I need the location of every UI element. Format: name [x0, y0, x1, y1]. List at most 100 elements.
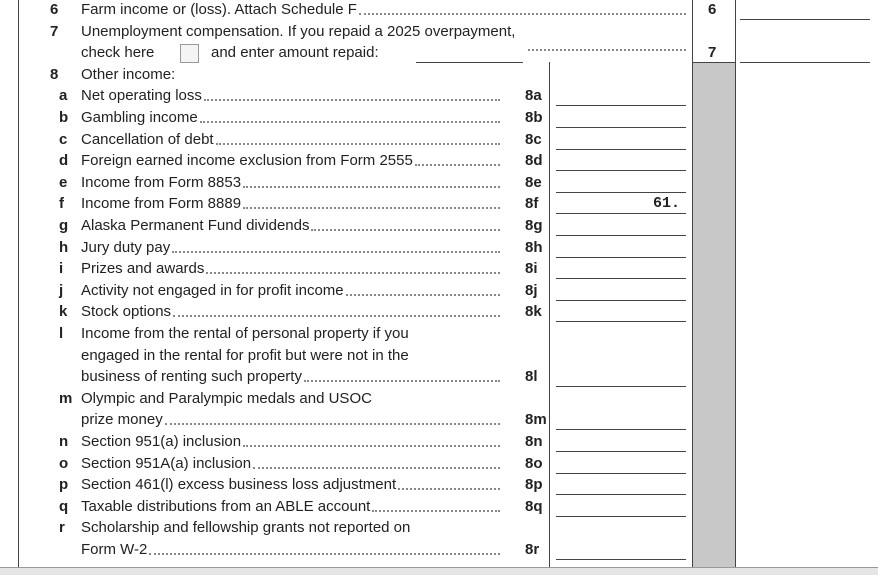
item-letter: f — [59, 195, 64, 213]
item-letter: b — [59, 109, 69, 126]
dot-leader — [243, 173, 500, 188]
item-text: Olympic and Paralympic medals and USOC — [81, 389, 372, 407]
entry-line — [556, 170, 686, 172]
entry-line — [556, 191, 686, 193]
entry-line — [556, 559, 686, 560]
entry-line — [740, 19, 870, 20]
item-text: Income from Form 8889 — [81, 195, 242, 213]
line-number: 8 — [50, 65, 59, 83]
box-label: 7 — [708, 44, 717, 62]
item-text-row: Net operating loss — [81, 86, 500, 106]
item-letter: a — [59, 87, 68, 105]
item-text: Section 951A(a) inclusion — [81, 454, 252, 472]
item-text-row: Activity not engaged in for profit incom… — [81, 281, 500, 301]
entry-line — [556, 472, 686, 474]
item-text-row: Taxable distributions from an ABLE accou… — [81, 497, 500, 517]
item-text: Gambling income — [81, 109, 198, 126]
item-letter: l — [59, 325, 64, 342]
item-text-row: Section 951A(a) inclusion — [81, 454, 500, 474]
item-text-row: Alaska Permanent Fund dividends — [81, 216, 500, 236]
entry-line — [556, 148, 686, 150]
dot-leader — [253, 454, 500, 469]
item-text: Net operating loss — [81, 87, 202, 105]
dot-leader — [164, 410, 500, 426]
item-text: Cancellation of debt — [81, 130, 214, 148]
item-text: Section 461(l) excess business loss adju… — [81, 476, 397, 494]
entry-line — [556, 515, 686, 517]
item-letter: d — [59, 152, 69, 170]
item-letter: e — [59, 173, 68, 191]
box-label: 8d — [525, 152, 543, 170]
dot-leader — [398, 475, 500, 491]
dot-leader — [528, 49, 686, 52]
entry-line — [556, 256, 686, 258]
item-text: Income from the rental of personal prope… — [81, 325, 409, 342]
item-text-row: Cancellation of debt — [81, 130, 500, 150]
item-text-row: Section 951(a) inclusion — [81, 432, 500, 452]
item-letter: g — [59, 217, 69, 234]
border — [692, 62, 735, 63]
box-label: 8l — [525, 368, 538, 386]
item-letter: o — [59, 454, 69, 472]
entry-line — [556, 494, 686, 496]
item-text: engaged in the rental for profit but wer… — [81, 346, 409, 364]
border — [549, 62, 550, 567]
item-text: Income from Form 8853 — [81, 173, 242, 191]
line-number: 6 — [50, 1, 59, 18]
line-number: 7 — [50, 22, 59, 40]
item-letter: n — [59, 433, 69, 450]
dot-leader — [173, 302, 500, 318]
dot-leader — [215, 130, 500, 145]
item-letter: k — [59, 303, 68, 321]
entry-line — [556, 386, 686, 388]
item-letter: r — [59, 519, 65, 537]
entry-line — [556, 299, 686, 301]
item-text: prize money — [81, 411, 163, 429]
item-text-row: Stock options — [81, 302, 500, 322]
dot-leader — [243, 194, 500, 210]
dot-leader — [149, 540, 500, 555]
dot-leader — [172, 238, 500, 253]
item-letter: q — [59, 497, 69, 515]
box-label: 8i — [525, 260, 538, 278]
dot-leader — [199, 108, 500, 123]
item-text: Form W-2 — [81, 541, 148, 558]
item-text-row: Section 461(l) excess business loss adju… — [81, 475, 500, 495]
entry-value[interactable]: 61. — [652, 195, 680, 213]
scrollbar — [0, 567, 878, 575]
item-text-row: Prizes and awards — [81, 259, 500, 279]
item-letter: m — [59, 389, 73, 407]
item-letter: c — [59, 130, 68, 148]
item-text-row: Gambling income — [81, 108, 500, 128]
item-text-row: Income from Form 8889 — [81, 194, 500, 214]
box-label: 8b — [525, 109, 543, 126]
checkbox[interactable] — [180, 44, 199, 64]
entry-line — [416, 62, 523, 64]
entry-line — [556, 235, 686, 236]
item-text: Taxable distributions from an ABLE accou… — [81, 497, 371, 515]
entry-line — [740, 62, 870, 64]
box-label: 8p — [525, 476, 543, 494]
border — [692, 0, 693, 567]
line-text-row: Farm income or (loss). Attach Schedule F — [81, 0, 686, 20]
dot-leader — [345, 281, 500, 296]
item-letter: j — [59, 281, 64, 299]
box-label: 8n — [525, 433, 543, 450]
box-label: 8e — [525, 173, 542, 191]
repaid-label: and enter amount repaid: — [211, 44, 379, 62]
entry-line — [556, 105, 686, 107]
item-text: Prizes and awards — [81, 260, 205, 278]
dot-leader — [372, 497, 500, 512]
box-label: 8m — [525, 411, 547, 429]
item-text-row: Income from Form 8853 — [81, 173, 500, 193]
item-text: Foreign earned income exclusion from For… — [81, 152, 413, 170]
dot-leader — [206, 259, 500, 275]
entry-line — [556, 451, 686, 452]
item-text: business of renting such property — [81, 368, 302, 386]
border — [735, 0, 736, 567]
item-letter: i — [59, 260, 64, 278]
item-text: Jury duty pay — [81, 238, 171, 256]
item-letter: h — [59, 238, 69, 256]
box-label: 8j — [525, 281, 538, 299]
dot-leader — [203, 86, 500, 102]
